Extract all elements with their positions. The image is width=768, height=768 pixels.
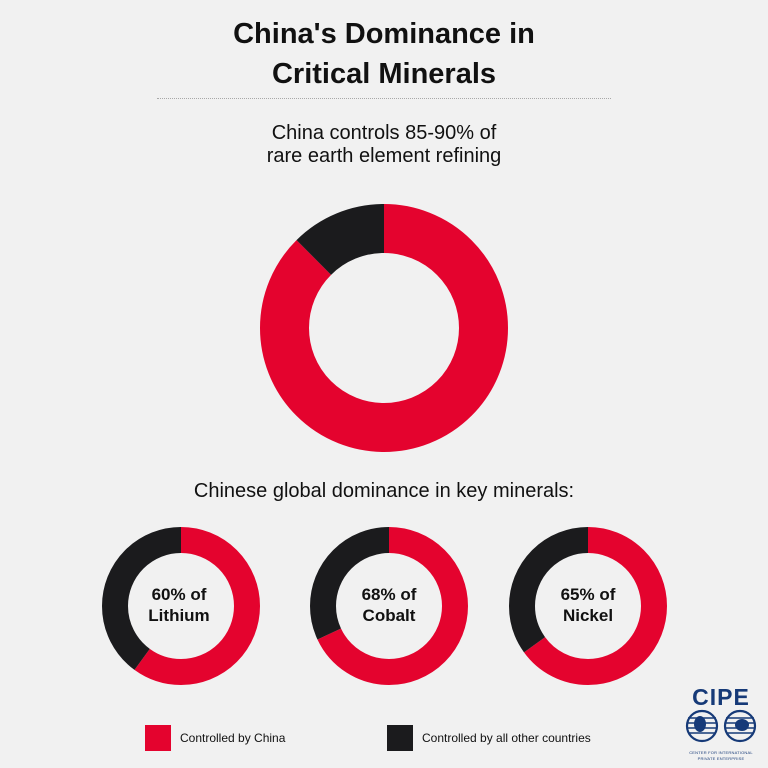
cipe-subtitle-line-2: PRIVATE ENTERPRISE <box>697 756 745 761</box>
cobalt-slice-other <box>310 527 468 685</box>
legend-label-other: Controlled by all other countries <box>422 731 591 745</box>
title-divider <box>157 98 611 99</box>
title-line-1: China's Dominance in <box>233 18 535 50</box>
cipe-logo: CIPE CENTER FOR INTERNATIONAL PRIVATE EN… <box>678 686 764 761</box>
nickel-slice-other <box>509 527 667 685</box>
nickel-label: 65% of Nickel <box>508 584 668 626</box>
cobalt-label: 68% of Cobalt <box>309 584 469 626</box>
lithium-label-line-2: Lithium <box>148 606 210 625</box>
cipe-wordmark: CIPE <box>692 684 750 710</box>
lithium-slice-other <box>102 527 260 685</box>
legend-item-other: Controlled by all other countries <box>387 725 591 751</box>
lithium-donut-chart <box>102 527 260 685</box>
title-line-2: Critical Minerals <box>271 58 497 90</box>
nickel-label-line-1: 65% of <box>560 585 616 604</box>
lithium-label-line-1: 60% of <box>151 585 207 604</box>
page-title: China's Dominance in Critical Minerals <box>0 14 768 94</box>
legend-swatch-other <box>387 725 413 751</box>
main-subtitle-line-1: China controls 85-90% of <box>271 122 497 144</box>
legend-swatch-china <box>145 725 171 751</box>
cipe-subtitle-line-1: CENTER FOR INTERNATIONAL <box>689 750 753 755</box>
legend-item-china: Controlled by China <box>145 725 285 751</box>
cobalt-label-line-2: Cobalt <box>362 606 416 625</box>
globe-icon <box>685 709 757 743</box>
main-chart-subtitle: China controls 85-90% of rare earth elem… <box>0 122 768 168</box>
cobalt-label-line-1: 68% of <box>361 585 417 604</box>
rare-earth-slice-china <box>260 204 508 452</box>
nickel-label-line-2: Nickel <box>562 606 614 625</box>
main-subtitle-line-2: rare earth element refining <box>266 145 502 167</box>
legend-label-china: Controlled by China <box>180 731 286 745</box>
cobalt-donut-chart <box>310 527 468 685</box>
rare-earth-donut-chart <box>260 204 508 452</box>
rare-earth-slice-other <box>260 204 508 452</box>
nickel-donut-chart <box>509 527 667 685</box>
section-heading: Chinese global dominance in key minerals… <box>193 480 575 502</box>
lithium-label: 60% of Lithium <box>99 584 259 626</box>
